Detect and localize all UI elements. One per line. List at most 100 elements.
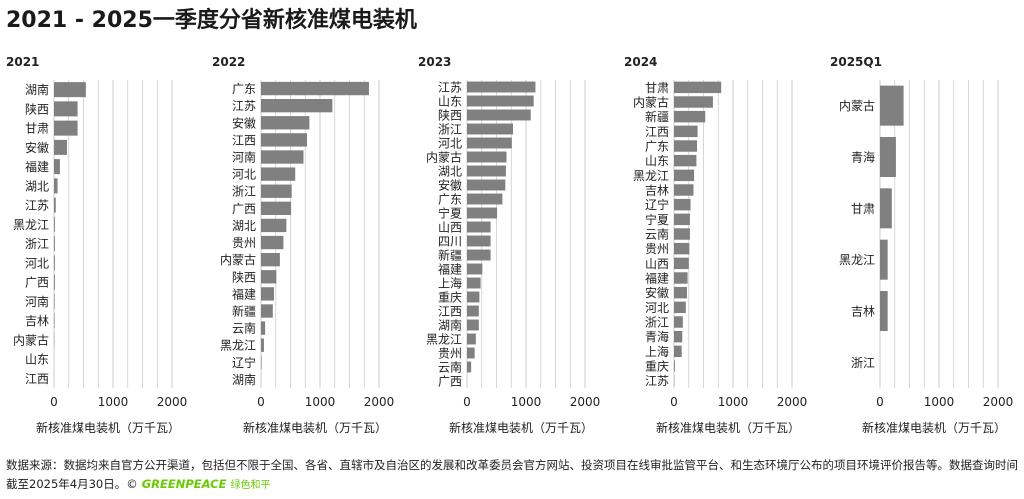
bar: [674, 316, 683, 328]
x-tick-label: 0: [50, 395, 58, 409]
category-label: 内蒙古: [426, 150, 462, 165]
bar: [674, 198, 691, 211]
category-label: 青海: [645, 329, 669, 344]
category-label: 内蒙古: [13, 332, 49, 347]
x-tick-label: 0: [876, 395, 884, 409]
category-label: 河北: [645, 301, 669, 315]
category-label: 吉林: [25, 314, 49, 328]
category-label: 湖北: [232, 218, 256, 233]
category-label: 黑龙江: [839, 253, 875, 267]
bar: [674, 96, 713, 108]
category-label: 湖北: [438, 164, 462, 179]
x-tick-label: 1000: [718, 395, 749, 409]
bar: [54, 274, 55, 290]
category-label: 安徽: [438, 178, 462, 193]
category-label: 重庆: [645, 360, 669, 374]
category-label: 广东: [645, 140, 669, 154]
category-label: 江西: [438, 305, 462, 319]
bar: [54, 255, 55, 271]
bar: [467, 291, 480, 303]
category-label: 浙江: [645, 316, 669, 330]
bar: [54, 101, 78, 117]
category-label: 湖北: [25, 178, 49, 193]
bar: [54, 236, 55, 252]
category-label: 吉林: [851, 305, 875, 319]
bar: [674, 110, 706, 123]
category-label: 广东: [438, 193, 462, 207]
bar: [54, 139, 67, 155]
bar: [467, 249, 491, 261]
category-label: 广西: [25, 276, 49, 290]
category-label: 新疆: [645, 109, 669, 124]
category-label: 黑龙江: [220, 339, 256, 353]
category-label: 内蒙古: [633, 95, 669, 110]
x-axis-label: 新核准煤电装机（万千瓦）: [243, 420, 387, 435]
bar: [674, 228, 690, 240]
bar: [467, 263, 483, 275]
bar: [467, 221, 491, 233]
bar: [261, 201, 292, 216]
footer-source-text: 数据来源：数据均来自官方公开渠道，包括但不限于全国、各省、直辖市及自治区的发展和…: [6, 458, 1018, 491]
category-label: 河北: [232, 168, 256, 182]
bar: [261, 184, 292, 198]
category-label: 福建: [232, 286, 256, 301]
category-label: 福建: [25, 159, 49, 174]
category-label: 陕西: [438, 108, 462, 123]
bar: [261, 167, 296, 181]
x-tick-label: 2000: [777, 395, 808, 409]
category-label: 贵州: [645, 242, 669, 256]
x-tick-label: 2000: [570, 395, 601, 409]
bar: [261, 338, 264, 352]
category-label: 山西: [438, 221, 462, 235]
x-tick-label: 0: [670, 395, 678, 409]
bar: [261, 235, 284, 250]
bar: [467, 151, 507, 163]
category-label: 河北: [25, 256, 49, 270]
category-label: 山东: [645, 154, 669, 168]
bar: [467, 207, 498, 219]
bar: [674, 286, 687, 299]
x-axis-label: 新核准煤电装机（万千瓦）: [656, 420, 800, 435]
category-label: 江苏: [438, 81, 462, 95]
bar: [261, 304, 273, 318]
category-label: 广东: [232, 82, 256, 96]
bar: [674, 140, 698, 152]
bar: [674, 272, 688, 284]
panel-title: 2025Q1: [830, 55, 882, 69]
category-label: 安徽: [232, 115, 256, 130]
category-label: 浙江: [851, 356, 875, 370]
bar: [261, 252, 280, 267]
category-label: 吉林: [645, 184, 669, 198]
category-label: 河北: [438, 137, 462, 151]
bar: [261, 81, 369, 96]
bar: [54, 216, 55, 232]
x-tick-label: 1000: [305, 395, 336, 409]
category-label: 湖南: [438, 318, 462, 333]
panel-title: 2022: [212, 55, 245, 69]
bar: [261, 218, 287, 233]
bar: [467, 179, 506, 191]
category-label: 甘肃: [645, 81, 669, 95]
category-label: 江苏: [25, 199, 49, 213]
x-axis-label: 新核准煤电装机（万千瓦）: [862, 420, 1006, 435]
category-label: 陕西: [25, 101, 49, 116]
x-tick-label: 0: [463, 395, 471, 409]
x-tick-label: 0: [257, 395, 265, 409]
category-label: 陕西: [232, 269, 256, 284]
category-label: 云南: [645, 227, 669, 242]
bar: [54, 178, 58, 194]
category-label: 贵州: [438, 347, 462, 361]
x-tick-label: 2000: [364, 395, 395, 409]
bar: [54, 313, 55, 329]
bar: [674, 81, 722, 94]
panel-title: 2021: [6, 55, 39, 69]
category-label: 福建: [645, 271, 669, 286]
category-label: 内蒙古: [220, 252, 256, 267]
bar: [467, 361, 472, 373]
bar: [467, 347, 475, 359]
greenpeace-logo-cn: 绿色和平: [230, 480, 271, 491]
category-label: 黑龙江: [426, 333, 462, 347]
bar: [261, 150, 304, 164]
x-axis-label: 新核准煤电装机（万千瓦）: [36, 420, 180, 435]
bar: [467, 137, 512, 149]
